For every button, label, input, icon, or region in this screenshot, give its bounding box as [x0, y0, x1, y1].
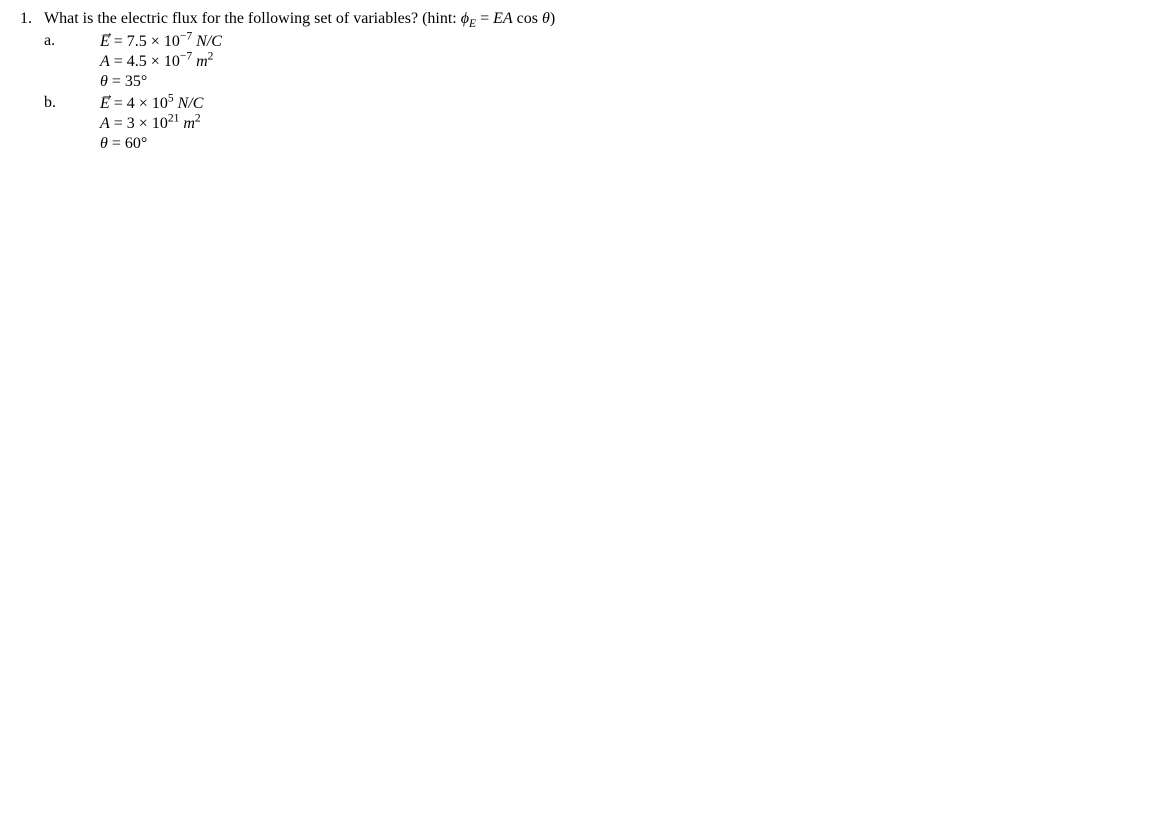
part-a-theta-deg: ° [141, 73, 147, 90]
question-1: 1. What is the electric flux for the fol… [20, 10, 1132, 28]
part-a-content: E = 7.5 × 10−7 N/C A = 4.5 × 10−7 m2 θ =… [72, 32, 1132, 92]
part-b-A-line: A = 3 × 1021 m2 [100, 114, 1132, 134]
hint-cos: cos [513, 10, 542, 27]
part-b-E-exp: 5 [168, 93, 174, 105]
question-suffix: ) [550, 10, 555, 27]
part-b-E-line: E = 4 × 105 N/C [100, 94, 1132, 114]
part-b-theta-eq: = 60 [108, 135, 141, 152]
theta-symbol: θ [100, 135, 108, 152]
A-symbol: A [100, 115, 110, 132]
part-b-content: E = 4 × 105 N/C A = 3 × 1021 m2 θ = 60° [72, 94, 1132, 154]
part-a-A-eq: = 4.5 × 10 [110, 53, 180, 70]
part-a-E-exp: −7 [180, 31, 192, 43]
part-b-A-unit-exp: 2 [195, 113, 201, 125]
part-b-E-eq: = 4 × 10 [110, 95, 168, 112]
part-b-E-unit: N/C [178, 95, 204, 112]
part-a: a. E = 7.5 × 10−7 N/C A = 4.5 × 10−7 m2 … [20, 32, 1132, 92]
part-b: b. E = 4 × 105 N/C A = 3 × 1021 m2 θ = 6… [20, 94, 1132, 154]
hint-theta: θ [542, 10, 550, 27]
part-b-A-exp: 21 [168, 113, 180, 125]
part-a-A-unit-exp: 2 [208, 51, 214, 63]
hint-formula: ϕE = EA cos θ [461, 10, 550, 27]
part-a-E-unit: N/C [196, 33, 222, 50]
hint-EA: EA [493, 10, 513, 27]
part-b-letter: b. [20, 94, 72, 112]
A-symbol: A [100, 53, 110, 70]
part-b-A-eq: = 3 × 10 [110, 115, 168, 132]
part-a-E-eq: = 7.5 × 10 [110, 33, 180, 50]
part-a-letter: a. [20, 32, 72, 50]
question-number: 1. [20, 10, 44, 28]
hint-equals: = [476, 10, 493, 27]
part-a-A-exp: −7 [180, 51, 192, 63]
question-text: What is the electric flux for the follow… [44, 10, 1132, 28]
phi-symbol: ϕ [461, 10, 469, 27]
part-b-theta-deg: ° [141, 135, 147, 152]
part-a-A-line: A = 4.5 × 10−7 m2 [100, 52, 1132, 72]
E-vector-symbol: E [100, 94, 110, 114]
part-a-E-line: E = 7.5 × 10−7 N/C [100, 32, 1132, 52]
part-a-theta-line: θ = 35° [100, 72, 1132, 92]
part-a-A-unit-m: m [196, 53, 208, 70]
E-vector-symbol: E [100, 32, 110, 52]
part-b-theta-line: θ = 60° [100, 134, 1132, 154]
part-b-A-unit-m: m [183, 115, 195, 132]
